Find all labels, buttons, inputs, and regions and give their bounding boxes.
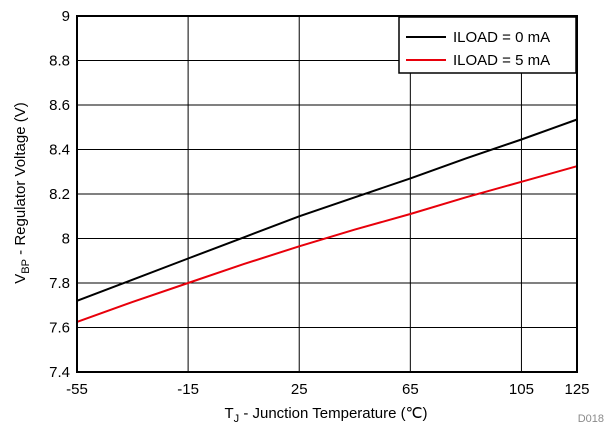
series-lines: [76, 118, 578, 323]
y-tick-label: 7.6: [49, 320, 70, 337]
y-tick-label: 8.2: [49, 186, 70, 203]
x-tick-labels: -55 -15 25 65 105 125: [66, 381, 589, 398]
y-axis-label: VBP - Regulator Voltage (V): [12, 102, 32, 283]
series-line-iload-5ma: [76, 165, 578, 323]
x-axis-label: TJ - Junction Temperature (℃): [225, 405, 428, 425]
x-tick-label: 105: [509, 381, 534, 398]
y-tick-label: 7.4: [49, 364, 70, 381]
y-tick-label: 8.4: [49, 142, 70, 159]
series-line-iload-0ma: [76, 118, 578, 302]
y-tick-label: 8: [62, 231, 70, 248]
legend: ILOAD = 0 mA ILOAD = 5 mA: [398, 16, 577, 74]
x-tick-label: 25: [291, 381, 308, 398]
x-tick-label: 125: [564, 381, 589, 398]
legend-label-iload-0ma: ILOAD = 0 mA: [453, 29, 550, 46]
x-tick-label: -55: [66, 381, 88, 398]
x-tick-label: -15: [177, 381, 199, 398]
legend-label-iload-5ma: ILOAD = 5 mA: [453, 52, 550, 69]
legend-box: [398, 16, 577, 74]
y-tick-labels: 7.4 7.6 7.8 8 8.2 8.4 8.6 8.8 9: [49, 8, 70, 381]
y-tick-label: 9: [62, 8, 70, 25]
figure-code: D018: [578, 413, 604, 425]
x-tick-label: 65: [402, 381, 419, 398]
plot-frame: [76, 15, 578, 373]
y-tick-label: 8.8: [49, 53, 70, 70]
y-tick-label: 7.8: [49, 275, 70, 292]
y-tick-label: 8.6: [49, 97, 70, 114]
